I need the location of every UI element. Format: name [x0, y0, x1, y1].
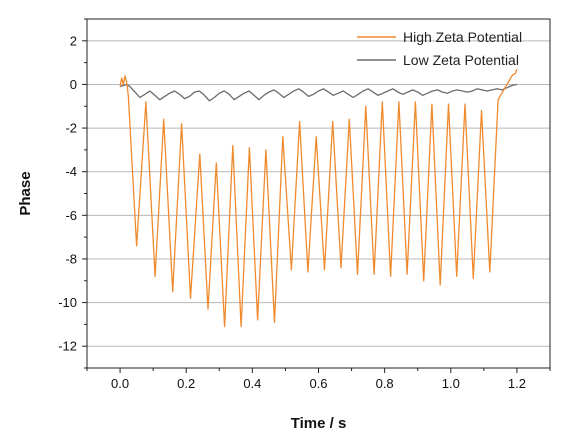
- series-line-high-zeta: [119, 68, 518, 328]
- axis-ticks: 2 0 -2 -4 -6 -8 -10 -12 0.0 0.2 0.4 0.6 0.8 1.0 1.2: [58, 18, 551, 391]
- series-line-low-zeta: [119, 83, 518, 102]
- y-tick-label: -10: [58, 295, 77, 310]
- x-tick-label: 1.0: [442, 376, 460, 391]
- x-tick-label: 0.6: [309, 376, 327, 391]
- x-tick-label: 0.0: [111, 376, 129, 391]
- x-tick-label: 0.4: [243, 376, 261, 391]
- y-axis-title: Phase: [17, 171, 34, 215]
- y-tick-label: -4: [65, 164, 77, 179]
- y-tick-label: 0: [70, 77, 77, 92]
- y-tick-label: -2: [65, 121, 77, 136]
- y-tick-label: -12: [58, 339, 77, 354]
- y-tick-label: -6: [65, 208, 77, 223]
- series-lines: [119, 68, 518, 328]
- y-tick-label: -8: [65, 251, 77, 266]
- x-tick-label: 0.8: [376, 376, 394, 391]
- legend: High Zeta Potential Low Zeta Potential: [357, 29, 522, 68]
- y-tick-label: 2: [70, 33, 77, 48]
- x-axis-title: Time / s: [291, 415, 347, 432]
- gridlines: [87, 40, 550, 347]
- legend-label: High Zeta Potential: [403, 29, 522, 45]
- x-tick-label: 0.2: [177, 376, 195, 391]
- legend-label: Low Zeta Potential: [403, 52, 519, 68]
- x-tick-label: 1.2: [508, 376, 526, 391]
- plot-frame: [86, 18, 551, 369]
